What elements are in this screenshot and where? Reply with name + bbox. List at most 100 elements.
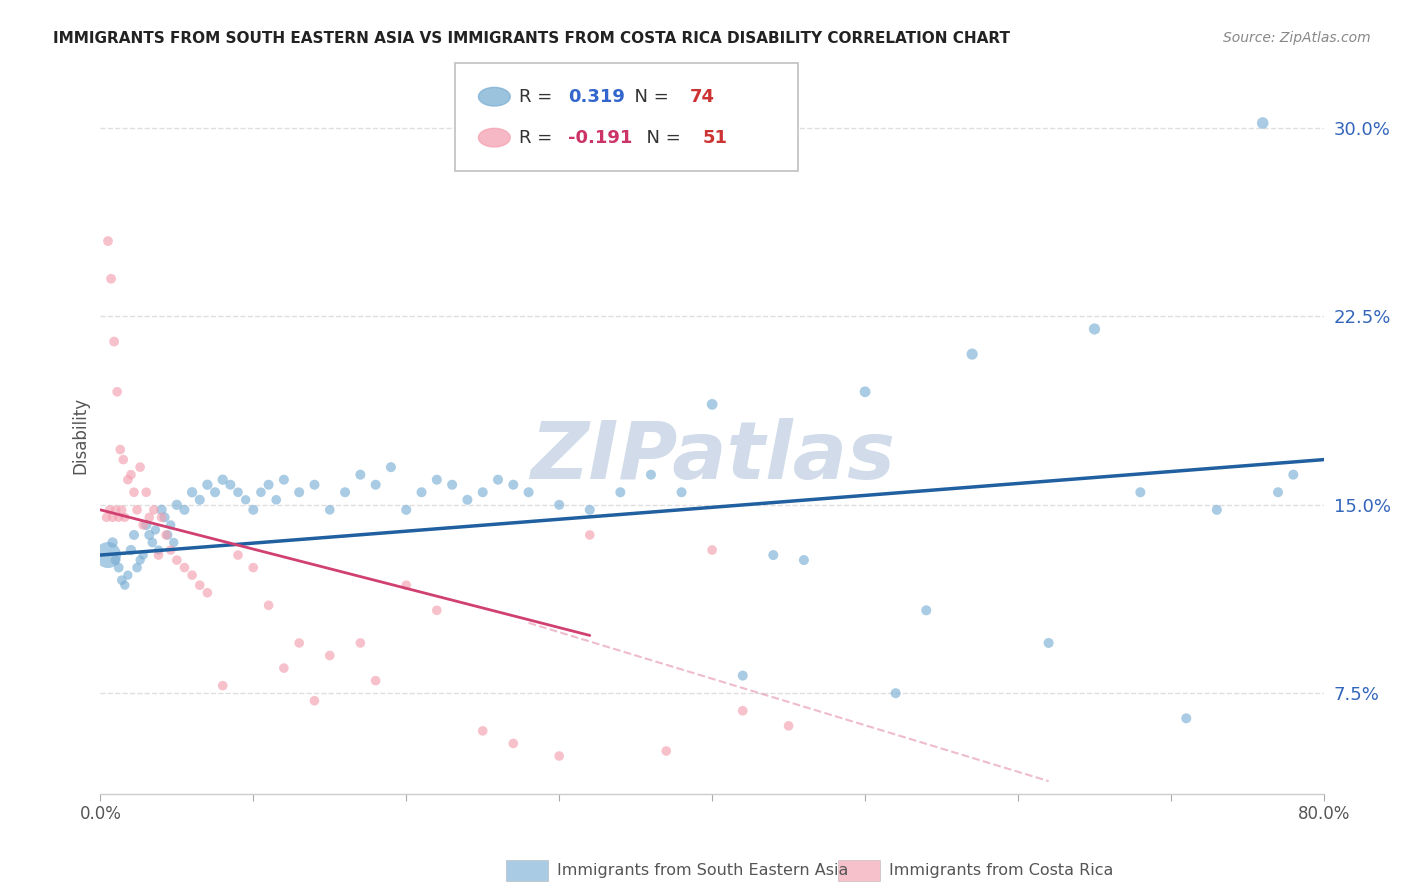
Point <box>1129 485 1152 500</box>
Point <box>364 477 387 491</box>
Point <box>257 477 280 491</box>
Point <box>219 477 242 491</box>
Point <box>1175 711 1198 725</box>
Point <box>1282 467 1305 482</box>
Point <box>319 503 342 517</box>
Point <box>778 719 800 733</box>
Point <box>117 473 139 487</box>
Point <box>257 599 280 613</box>
Point <box>197 477 219 491</box>
Point <box>135 517 157 532</box>
Point <box>163 535 186 549</box>
Point <box>105 384 128 399</box>
Point <box>517 485 540 500</box>
Point <box>319 648 342 663</box>
Point <box>1083 322 1105 336</box>
Point <box>762 548 785 562</box>
Point <box>1038 636 1060 650</box>
Point <box>250 485 273 500</box>
Point <box>395 578 418 592</box>
Point <box>159 517 181 532</box>
Point <box>333 485 356 500</box>
Point <box>1267 485 1289 500</box>
Point <box>700 397 723 411</box>
Point <box>107 510 129 524</box>
Point <box>288 485 311 500</box>
Text: IMMIGRANTS FROM SOUTH EASTERN ASIA VS IMMIGRANTS FROM COSTA RICA DISABILITY CORR: IMMIGRANTS FROM SOUTH EASTERN ASIA VS IM… <box>53 31 1011 46</box>
Point <box>548 498 571 512</box>
Point <box>235 492 257 507</box>
Point <box>122 485 145 500</box>
Point <box>159 543 181 558</box>
Point <box>853 384 876 399</box>
Point <box>731 704 754 718</box>
Point <box>132 548 155 562</box>
FancyBboxPatch shape <box>456 63 797 171</box>
Point <box>148 548 170 562</box>
Point <box>273 473 295 487</box>
Point <box>120 467 142 482</box>
Point <box>197 585 219 599</box>
Point <box>502 736 524 750</box>
Point <box>100 271 122 285</box>
Point <box>173 503 195 517</box>
Point <box>129 553 152 567</box>
Point <box>101 535 124 549</box>
Point <box>96 510 118 524</box>
Point <box>304 477 326 491</box>
Point <box>395 503 418 517</box>
Point <box>166 553 188 567</box>
Point <box>640 467 662 482</box>
Point <box>426 473 449 487</box>
Text: 0.319: 0.319 <box>568 87 624 105</box>
Point <box>242 503 264 517</box>
Point <box>960 347 983 361</box>
Point <box>364 673 387 688</box>
Text: N =: N = <box>623 87 675 105</box>
Point <box>288 636 311 650</box>
Point <box>578 528 600 542</box>
Point <box>226 548 249 562</box>
Point <box>98 503 121 517</box>
Point <box>502 477 524 491</box>
Point <box>242 560 264 574</box>
Point <box>104 553 127 567</box>
Point <box>107 560 129 574</box>
Text: Immigrants from South Eastern Asia: Immigrants from South Eastern Asia <box>557 863 848 878</box>
Point <box>793 553 815 567</box>
Point <box>101 510 124 524</box>
Point <box>145 523 167 537</box>
Text: 74: 74 <box>690 87 716 105</box>
Point <box>264 492 287 507</box>
Text: R =: R = <box>519 87 558 105</box>
Point <box>142 503 165 517</box>
Point <box>125 503 148 517</box>
Point <box>135 485 157 500</box>
Text: Immigrants from Costa Rica: Immigrants from Costa Rica <box>889 863 1114 878</box>
Point <box>97 234 120 248</box>
Point <box>211 679 233 693</box>
Text: R =: R = <box>519 128 558 146</box>
Point <box>155 528 177 542</box>
Point <box>181 485 204 500</box>
Point <box>156 528 179 542</box>
Point <box>129 460 152 475</box>
Y-axis label: Disability: Disability <box>72 397 89 475</box>
Point <box>380 460 402 475</box>
Point <box>411 485 433 500</box>
Point <box>132 517 155 532</box>
Circle shape <box>478 128 510 147</box>
Point <box>304 694 326 708</box>
Point <box>138 510 160 524</box>
Point <box>915 603 938 617</box>
Point <box>111 573 134 587</box>
Point <box>204 485 226 500</box>
Point <box>148 543 170 558</box>
Text: Source: ZipAtlas.com: Source: ZipAtlas.com <box>1223 31 1371 45</box>
Point <box>110 442 132 457</box>
Point <box>731 668 754 682</box>
Point <box>441 477 464 491</box>
Point <box>273 661 295 675</box>
Point <box>1205 503 1227 517</box>
Point <box>700 543 723 558</box>
